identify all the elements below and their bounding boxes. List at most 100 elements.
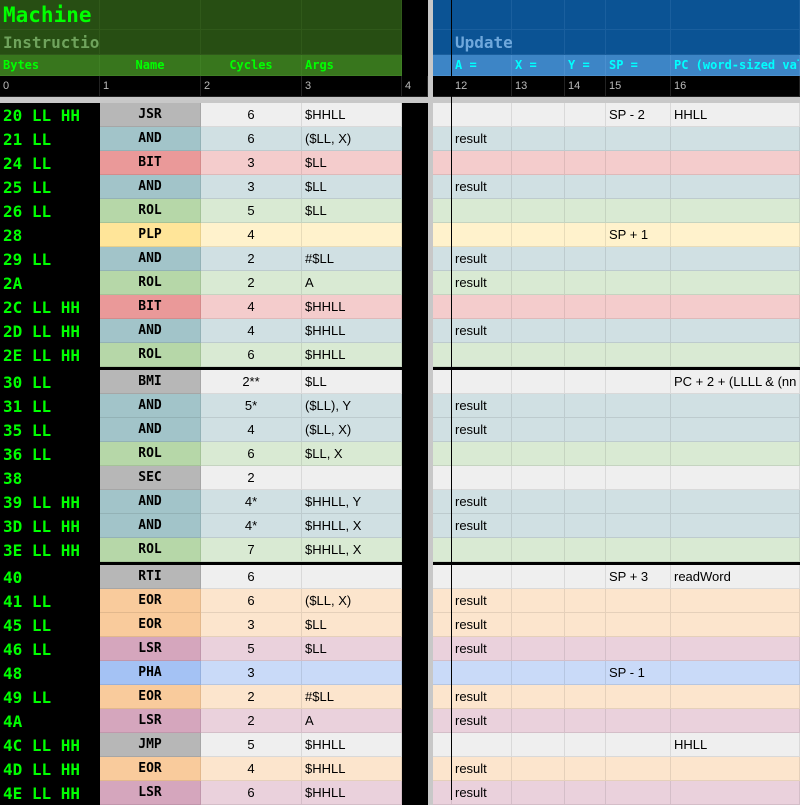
y-cell[interactable] bbox=[565, 127, 606, 151]
cell[interactable] bbox=[402, 565, 428, 589]
cell[interactable] bbox=[402, 319, 428, 343]
pc-cell[interactable] bbox=[671, 271, 800, 295]
bytes-cell[interactable]: 38 bbox=[0, 466, 100, 490]
cycles-cell[interactable]: 4 bbox=[201, 319, 302, 343]
args-cell[interactable]: $HHLL bbox=[302, 103, 402, 127]
frozen-divider[interactable] bbox=[428, 781, 434, 805]
cycles-cell[interactable]: 2 bbox=[201, 247, 302, 271]
bytes-cell[interactable]: 4A bbox=[0, 709, 100, 733]
x-cell[interactable] bbox=[512, 295, 565, 319]
col-header-args[interactable]: Args bbox=[302, 55, 402, 76]
y-cell[interactable] bbox=[565, 247, 606, 271]
cell[interactable] bbox=[402, 175, 428, 199]
args-cell[interactable]: $LL bbox=[302, 175, 402, 199]
frozen-divider[interactable] bbox=[428, 247, 434, 271]
a-cell[interactable]: result bbox=[452, 490, 512, 514]
cell[interactable] bbox=[606, 0, 671, 30]
name-cell[interactable]: LSR bbox=[100, 781, 201, 805]
bytes-cell[interactable]: 39 LL HH bbox=[0, 490, 100, 514]
y-cell[interactable] bbox=[565, 538, 606, 562]
sp-cell[interactable] bbox=[606, 538, 671, 562]
sp-cell[interactable] bbox=[606, 466, 671, 490]
cell[interactable] bbox=[433, 685, 452, 709]
frozen-divider[interactable] bbox=[428, 637, 434, 661]
pc-cell[interactable] bbox=[671, 709, 800, 733]
frozen-divider[interactable] bbox=[428, 442, 434, 466]
cell[interactable] bbox=[201, 30, 302, 55]
bytes-cell[interactable]: 26 LL bbox=[0, 199, 100, 223]
pc-cell[interactable] bbox=[671, 442, 800, 466]
y-cell[interactable] bbox=[565, 223, 606, 247]
bytes-cell[interactable]: 2E LL HH bbox=[0, 343, 100, 367]
name-cell[interactable]: EOR bbox=[100, 589, 201, 613]
cell[interactable] bbox=[433, 442, 452, 466]
args-cell[interactable] bbox=[302, 466, 402, 490]
name-cell[interactable]: AND bbox=[100, 319, 201, 343]
cycles-cell[interactable]: 3 bbox=[201, 661, 302, 685]
frozen-divider[interactable] bbox=[428, 343, 434, 367]
name-cell[interactable]: ROL bbox=[100, 538, 201, 562]
cell[interactable] bbox=[402, 271, 428, 295]
pc-cell[interactable] bbox=[671, 613, 800, 637]
cell[interactable] bbox=[433, 538, 452, 562]
name-cell[interactable]: SEC bbox=[100, 466, 201, 490]
x-cell[interactable] bbox=[512, 175, 565, 199]
cell[interactable] bbox=[402, 781, 428, 805]
cell[interactable] bbox=[302, 30, 402, 55]
y-cell[interactable] bbox=[565, 490, 606, 514]
a-cell[interactable]: result bbox=[452, 637, 512, 661]
x-cell[interactable] bbox=[512, 223, 565, 247]
sp-cell[interactable] bbox=[606, 442, 671, 466]
args-cell[interactable]: $HHLL bbox=[302, 295, 402, 319]
cell[interactable] bbox=[402, 343, 428, 367]
pc-cell[interactable]: PC + 2 + (LLLL & (nn bbox=[671, 370, 800, 394]
x-cell[interactable] bbox=[512, 127, 565, 151]
name-cell[interactable]: AND bbox=[100, 247, 201, 271]
frozen-divider[interactable] bbox=[428, 319, 434, 343]
args-cell[interactable]: $HHLL bbox=[302, 757, 402, 781]
bytes-cell[interactable]: 2D LL HH bbox=[0, 319, 100, 343]
cell[interactable] bbox=[402, 685, 428, 709]
cell[interactable] bbox=[512, 0, 565, 30]
args-cell[interactable]: A bbox=[302, 271, 402, 295]
cell[interactable] bbox=[402, 199, 428, 223]
cell[interactable] bbox=[402, 490, 428, 514]
sp-cell[interactable] bbox=[606, 490, 671, 514]
args-cell[interactable]: $LL bbox=[302, 151, 402, 175]
x-cell[interactable] bbox=[512, 151, 565, 175]
y-cell[interactable] bbox=[565, 343, 606, 367]
frozen-divider[interactable] bbox=[428, 127, 434, 151]
cell[interactable] bbox=[512, 30, 565, 55]
y-cell[interactable] bbox=[565, 295, 606, 319]
a-cell[interactable]: result bbox=[452, 271, 512, 295]
a-cell[interactable]: result bbox=[452, 613, 512, 637]
a-cell[interactable] bbox=[452, 733, 512, 757]
args-cell[interactable]: $LL bbox=[302, 199, 402, 223]
cell[interactable] bbox=[433, 127, 452, 151]
name-cell[interactable]: ROL bbox=[100, 271, 201, 295]
cell[interactable] bbox=[433, 223, 452, 247]
cycles-cell[interactable]: 7 bbox=[201, 538, 302, 562]
a-cell[interactable] bbox=[452, 661, 512, 685]
frozen-divider[interactable] bbox=[428, 223, 434, 247]
cell[interactable] bbox=[433, 370, 452, 394]
y-cell[interactable] bbox=[565, 319, 606, 343]
bytes-cell[interactable]: 25 LL bbox=[0, 175, 100, 199]
cell[interactable] bbox=[433, 733, 452, 757]
frozen-divider[interactable] bbox=[428, 151, 434, 175]
args-cell[interactable]: $HHLL, X bbox=[302, 538, 402, 562]
cycles-cell[interactable]: 4 bbox=[201, 223, 302, 247]
a-cell[interactable] bbox=[452, 103, 512, 127]
args-cell[interactable]: A bbox=[302, 709, 402, 733]
y-cell[interactable] bbox=[565, 757, 606, 781]
frozen-divider[interactable] bbox=[428, 757, 434, 781]
y-cell[interactable] bbox=[565, 394, 606, 418]
cycles-cell[interactable]: 2 bbox=[201, 466, 302, 490]
cell[interactable] bbox=[433, 151, 452, 175]
frozen-divider[interactable] bbox=[428, 295, 434, 319]
bytes-cell[interactable]: 41 LL bbox=[0, 589, 100, 613]
args-cell[interactable]: $LL bbox=[302, 370, 402, 394]
args-cell[interactable] bbox=[302, 223, 402, 247]
a-cell[interactable] bbox=[452, 442, 512, 466]
args-cell[interactable]: $HHLL bbox=[302, 733, 402, 757]
